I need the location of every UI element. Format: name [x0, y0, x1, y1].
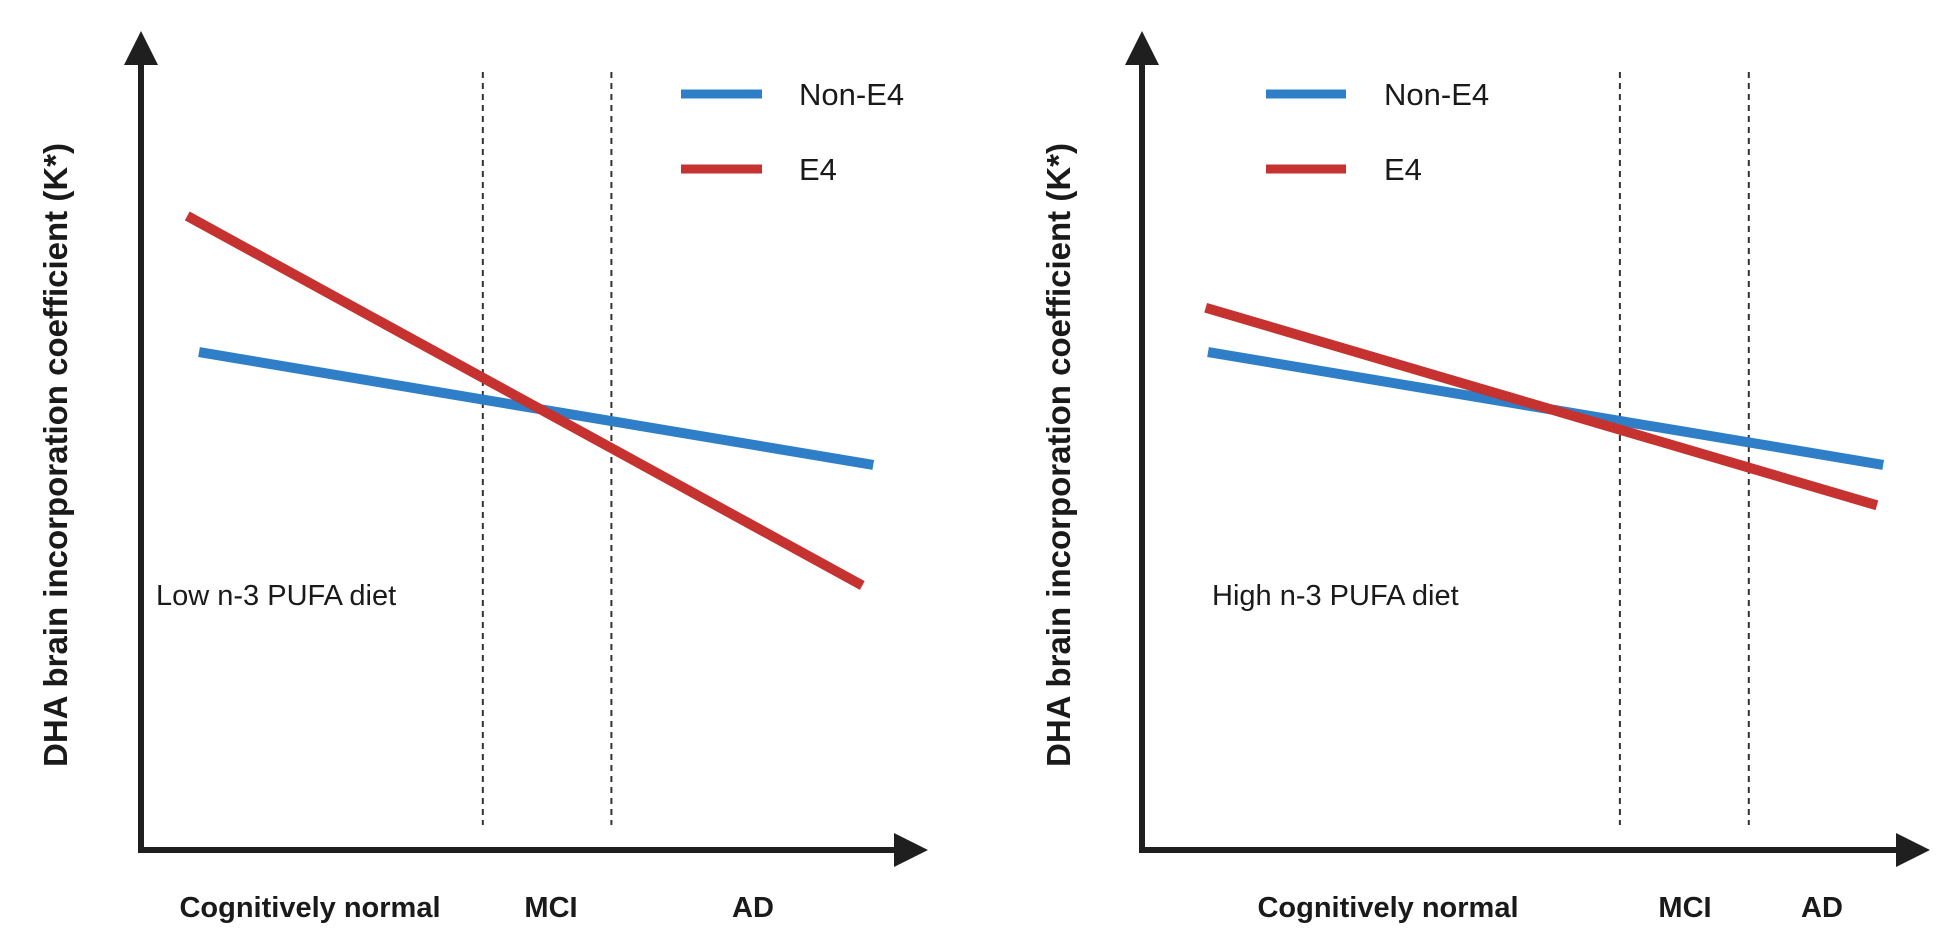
panel-high-pufa: DHA brain incorporation coefficient (K*)… — [1040, 31, 1930, 924]
x-label-mci: MCI — [1658, 892, 1711, 924]
series-line-e4 — [1204, 302, 1879, 511]
series-line-e4 — [184, 211, 865, 590]
y-axis-arrow — [124, 31, 158, 65]
panel-label: Low n-3 PUFA diet — [156, 580, 396, 612]
x-label-mci: MCI — [524, 892, 577, 924]
panel-low-pufa: DHA brain incorporation coefficient (K*)… — [37, 31, 928, 924]
x-label-ad: AD — [732, 892, 774, 924]
x-label-cognitively-normal: Cognitively normal — [179, 892, 440, 924]
panel-label: High n-3 PUFA diet — [1212, 580, 1459, 612]
legend-label-e4: E4 — [1384, 152, 1422, 187]
x-axis-arrow — [1896, 833, 1930, 867]
x-axis-arrow — [894, 833, 928, 867]
x-label-ad: AD — [1801, 892, 1843, 924]
y-axis-arrow — [1125, 31, 1159, 65]
y-axis-label: DHA brain incorporation coefficient (K*) — [1040, 143, 1077, 767]
legend-label-non-e4: Non-E4 — [1384, 77, 1489, 112]
legend-label-non-e4: Non-E4 — [799, 77, 904, 112]
x-label-cognitively-normal: Cognitively normal — [1257, 892, 1518, 924]
legend-label-e4: E4 — [799, 152, 837, 187]
y-axis-label: DHA brain incorporation coefficient (K*) — [37, 143, 74, 767]
